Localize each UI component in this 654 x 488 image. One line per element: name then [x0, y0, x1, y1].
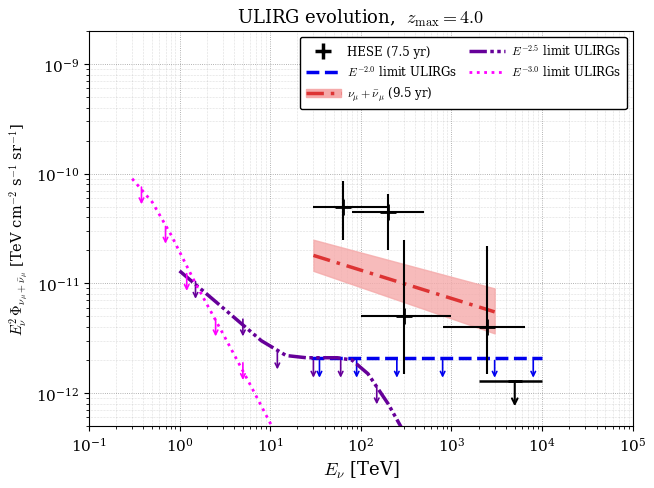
- X-axis label: $E_{\nu}$ [TeV]: $E_{\nu}$ [TeV]: [322, 459, 399, 480]
- Title: ULIRG evolution,  $z_{\mathrm{max}} = 4.0$: ULIRG evolution, $z_{\mathrm{max}} = 4.0…: [237, 8, 485, 29]
- Y-axis label: $E^2_{\nu}\, \Phi_{\nu_\mu+\bar{\nu}_\mu}$ [TeV cm$^{-2}$ s$^{-1}$ sr$^{-1}$]: $E^2_{\nu}\, \Phi_{\nu_\mu+\bar{\nu}_\mu…: [8, 123, 30, 335]
- Legend: HESE (7.5 yr), $E^{-2.0}$ limit ULIRGs, $\nu_\mu + \bar{\nu}_\mu$ (9.5 yr), $E^{: HESE (7.5 yr), $E^{-2.0}$ limit ULIRGs, …: [300, 38, 627, 110]
